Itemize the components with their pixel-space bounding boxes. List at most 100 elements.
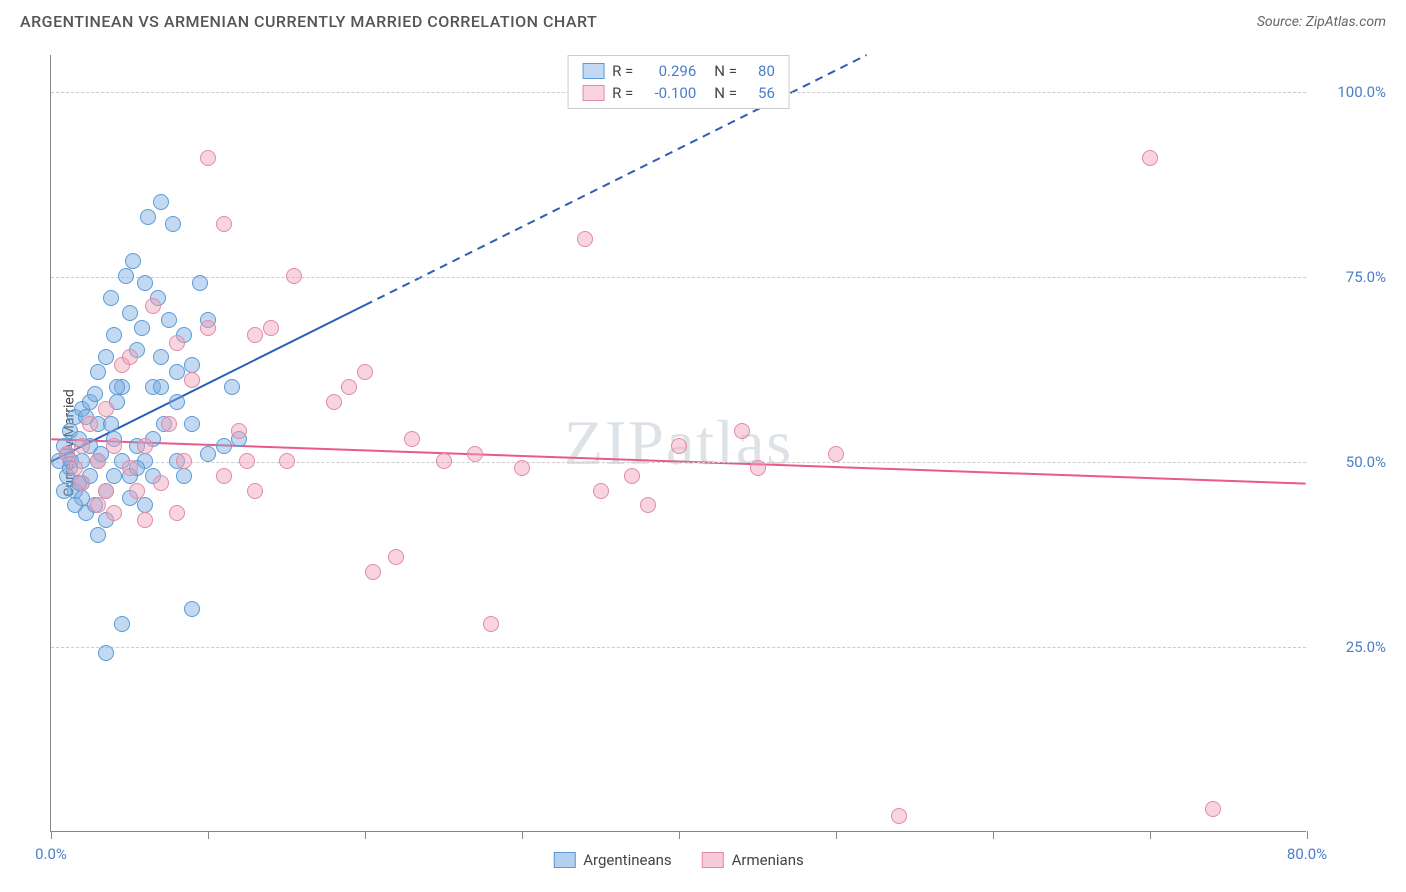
scatter-point [134, 320, 150, 336]
scatter-point [103, 290, 119, 306]
scatter-point [129, 483, 145, 499]
gridline [51, 647, 1306, 648]
scatter-point [106, 438, 122, 454]
scatter-point [750, 460, 766, 476]
scatter-point [891, 808, 907, 824]
scatter-point [169, 394, 185, 410]
scatter-point [140, 209, 156, 225]
scatter-point [388, 549, 404, 565]
scatter-point [118, 268, 134, 284]
scatter-point [200, 320, 216, 336]
scatter-point [106, 468, 122, 484]
scatter-point [106, 327, 122, 343]
scatter-point [67, 497, 83, 513]
scatter-point [341, 379, 357, 395]
scatter-point [82, 416, 98, 432]
scatter-point [125, 253, 141, 269]
legend-swatch [702, 852, 724, 868]
scatter-point [184, 416, 200, 432]
scatter-point [137, 497, 153, 513]
source-label: Source: ZipAtlas.com [1257, 14, 1386, 30]
scatter-point [247, 483, 263, 499]
r-label: R = [612, 62, 633, 80]
x-tick [836, 831, 837, 839]
chart-header: ARGENTINEAN VS ARMENIAN CURRENTLY MARRIE… [0, 0, 1406, 39]
correlation-legend: R =0.296N =80R =-0.100N =56 [567, 55, 790, 109]
r-value: 0.296 [641, 62, 696, 80]
gridline [51, 277, 1306, 278]
chart-title: ARGENTINEAN VS ARMENIAN CURRENTLY MARRIE… [20, 12, 597, 31]
scatter-point [145, 298, 161, 314]
series-legend-label: Armenians [732, 851, 804, 869]
scatter-point [153, 379, 169, 395]
scatter-point [1205, 801, 1221, 817]
legend-swatch [582, 63, 604, 79]
x-tick-label: 0.0% [35, 845, 67, 863]
chart-plot-area: Currently Married ZIPatlas R =0.296N =80… [50, 55, 1306, 832]
scatter-point [514, 460, 530, 476]
x-tick [1150, 831, 1151, 839]
scatter-point [224, 379, 240, 395]
scatter-point [828, 446, 844, 462]
scatter-point [74, 475, 90, 491]
scatter-point [200, 150, 216, 166]
scatter-point [122, 460, 138, 476]
scatter-point [137, 438, 153, 454]
scatter-point [176, 453, 192, 469]
scatter-point [286, 268, 302, 284]
scatter-point [357, 364, 373, 380]
scatter-point [103, 416, 119, 432]
y-tick-label: 25.0% [1316, 638, 1386, 656]
y-tick-label: 75.0% [1316, 268, 1386, 286]
scatter-point [436, 453, 452, 469]
n-label: N = [714, 84, 737, 102]
scatter-point [153, 475, 169, 491]
y-tick-label: 100.0% [1316, 83, 1386, 101]
scatter-point [734, 423, 750, 439]
n-value: 56 [745, 84, 775, 102]
scatter-point [640, 497, 656, 513]
scatter-point [169, 505, 185, 521]
scatter-point [153, 349, 169, 365]
series-legend-item: Argentineans [553, 851, 671, 869]
scatter-point [153, 194, 169, 210]
scatter-point [98, 483, 114, 499]
x-tick [522, 831, 523, 839]
scatter-point [161, 312, 177, 328]
scatter-point [106, 505, 122, 521]
scatter-point [90, 364, 106, 380]
n-value: 80 [745, 62, 775, 80]
scatter-point [98, 349, 114, 365]
x-tick [993, 831, 994, 839]
scatter-point [122, 349, 138, 365]
scatter-point [169, 335, 185, 351]
scatter-point [90, 497, 106, 513]
series-legend-item: Armenians [702, 851, 804, 869]
scatter-point [59, 446, 75, 462]
scatter-point [90, 453, 106, 469]
scatter-point [98, 401, 114, 417]
scatter-point [216, 438, 232, 454]
correlation-legend-row: R =-0.100N =56 [578, 82, 779, 104]
scatter-point [200, 446, 216, 462]
scatter-point [122, 305, 138, 321]
scatter-point [1142, 150, 1158, 166]
scatter-point [247, 327, 263, 343]
scatter-point [114, 616, 130, 632]
scatter-point [161, 416, 177, 432]
n-label: N = [714, 62, 737, 80]
scatter-point [593, 483, 609, 499]
scatter-point [404, 431, 420, 447]
scatter-point [365, 564, 381, 580]
x-tick [208, 831, 209, 839]
scatter-point [98, 645, 114, 661]
scatter-point [483, 616, 499, 632]
scatter-point [137, 275, 153, 291]
scatter-point [109, 379, 125, 395]
legend-swatch [553, 852, 575, 868]
scatter-point [165, 216, 181, 232]
scatter-point [216, 216, 232, 232]
scatter-point [192, 275, 208, 291]
scatter-point [74, 438, 90, 454]
series-legend-label: Argentineans [583, 851, 671, 869]
